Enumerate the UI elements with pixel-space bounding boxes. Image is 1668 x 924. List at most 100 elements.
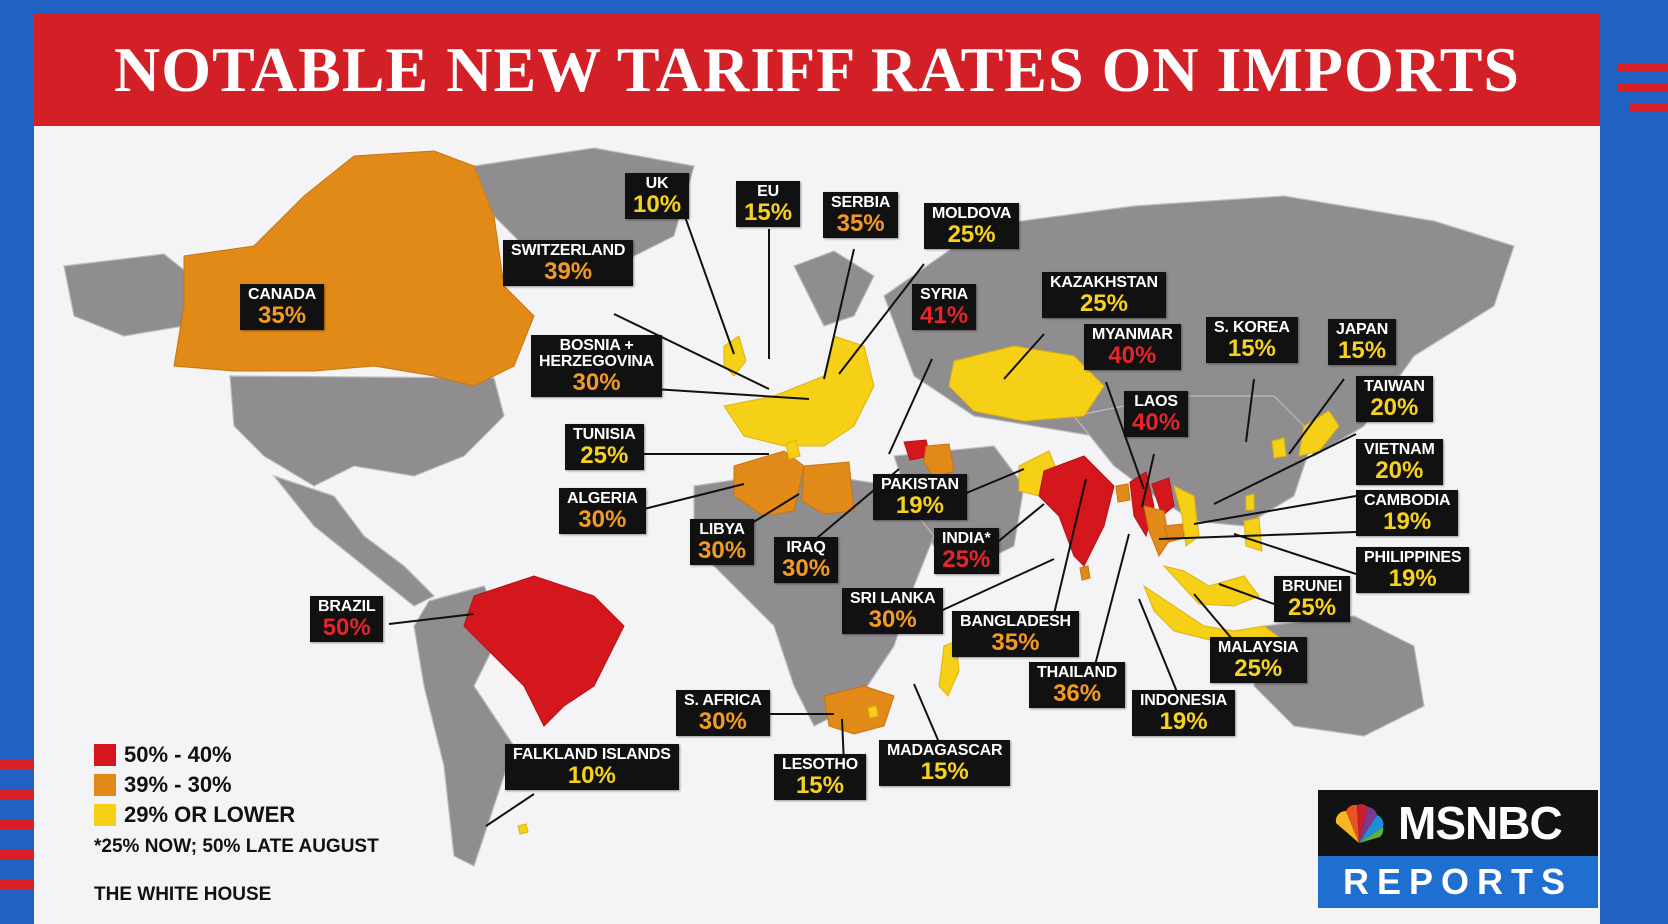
region-thailand (1143, 505, 1170, 558)
land-usa (229, 375, 505, 487)
leader-pakistan (963, 468, 1025, 495)
legend-swatch-mid (94, 774, 116, 796)
leader-syria (888, 358, 933, 455)
label-laos: LAOS 40% (1124, 391, 1189, 437)
leader-japan (1288, 378, 1345, 455)
decor-stripe (0, 760, 34, 769)
label-syria: SYRIA 41% (912, 284, 977, 330)
legend-label-mid: 39% - 30% (124, 772, 232, 797)
label-philippines: PHILIPPINES 19% (1356, 547, 1470, 593)
label-kazakhstan: KAZAKHSTAN 25% (1042, 272, 1166, 318)
peacock-icon (1335, 804, 1384, 843)
leader-philippines (1233, 533, 1357, 575)
label-moldova: MOLDOVA 25% (924, 203, 1020, 249)
land-mexico-central (272, 474, 436, 607)
leader-thailand (1093, 533, 1130, 670)
leader-bosnia (653, 388, 810, 400)
label-japan: JAPAN 15% (1328, 319, 1397, 365)
leader-uk (683, 213, 735, 355)
logo-top: MSNBC (1318, 790, 1598, 856)
leader-lines (388, 213, 1357, 827)
leader-brazil (388, 613, 475, 625)
label-uk: UK 10% (625, 173, 690, 219)
label-sri-lanka: SRI LANKA 30% (842, 588, 944, 634)
label-malaysia: MALAYSIA 25% (1210, 637, 1307, 683)
source-credit: THE WHITE HOUSE (94, 884, 272, 905)
label-libya: LIBYA 30% (690, 519, 755, 565)
leader-sri-lanka (933, 558, 1055, 615)
leader-brunei (1218, 583, 1275, 605)
region-tunisia (785, 439, 801, 460)
decor-stripe (0, 790, 34, 799)
legend-swatch-low (94, 804, 116, 826)
leader-moldova (838, 263, 925, 375)
label-thailand: THAILAND 36% (1029, 662, 1126, 708)
region-malaysia-brunei (1162, 565, 1260, 607)
land-scandinavia (793, 250, 875, 327)
legend-swatch-high (94, 744, 116, 766)
region-s-korea (1271, 437, 1287, 459)
decor-stripe (0, 880, 34, 889)
leader-laos (1141, 453, 1155, 508)
label-vietnam: VIETNAM 20% (1356, 439, 1443, 485)
region-japan (1298, 410, 1340, 457)
title-banner: NOTABLE NEW TARIFF RATES ON IMPORTS (34, 14, 1600, 126)
legend: 50% - 40% 39% - 30% 29% OR LOWER (94, 740, 295, 830)
decor-stripe (1630, 104, 1668, 112)
leader-serbia (823, 248, 855, 380)
label-myanmar: MYANMAR 40% (1084, 324, 1181, 370)
label-s-korea: S. KOREA 15% (1206, 317, 1298, 363)
label-madagascar: MADAGASCAR 15% (879, 740, 1011, 786)
leader-taiwan (1213, 433, 1357, 505)
leader-cambodia (1158, 531, 1357, 540)
region-laos (1151, 477, 1175, 517)
leader-algeria (643, 483, 745, 510)
label-falkland: FALKLAND ISLANDS 10% (505, 744, 679, 790)
leader-bangladesh (1053, 478, 1087, 615)
region-taiwan (1245, 493, 1255, 511)
logo-name: MSNBC (1398, 797, 1563, 849)
legend-label-high: 50% - 40% (124, 742, 232, 767)
region-india (1038, 455, 1115, 567)
legend-row-high: 50% - 40% (94, 740, 295, 770)
legend-label-low: 29% OR LOWER (124, 802, 296, 827)
leader-kazakhstan (1003, 333, 1045, 380)
leader-falkland (485, 793, 535, 827)
label-canada: CANADA 35% (240, 284, 325, 330)
label-tunisia: TUNISIA 25% (565, 424, 644, 470)
page-title: NOTABLE NEW TARIFF RATES ON IMPORTS (114, 34, 1520, 105)
label-s-africa: S. AFRICA 30% (676, 690, 770, 736)
decor-stripe (1618, 64, 1668, 72)
legend-row-low: 29% OR LOWER (94, 800, 295, 830)
region-vietnam (1173, 485, 1200, 547)
graphic-panel: NOTABLE NEW TARIFF RATES ON IMPORTS (34, 14, 1600, 924)
label-cambodia: CAMBODIA 19% (1356, 490, 1459, 536)
label-pakistan: PAKISTAN 19% (873, 474, 967, 520)
label-indonesia: INDONESIA 19% (1132, 690, 1236, 736)
label-serbia: SERBIA 35% (823, 192, 899, 238)
label-brazil: BRAZIL 50% (310, 596, 384, 642)
region-algeria (733, 450, 805, 517)
logo-show: REPORTS (1318, 856, 1598, 908)
label-brunei: BRUNEI 25% (1274, 576, 1351, 622)
label-bosnia: BOSNIA + HERZEGOVINA 30% (531, 335, 663, 397)
region-libya (801, 461, 855, 515)
label-bangladesh: BANGLADESH 35% (952, 611, 1079, 657)
leader-vietnam (1193, 495, 1357, 525)
msnbc-reports-logo: MSNBC REPORTS (1318, 790, 1598, 908)
leader-s-korea (1245, 378, 1255, 443)
region-uk (723, 335, 747, 377)
region-bangladesh (1115, 483, 1131, 503)
footnote: *25% NOW; 50% LATE AUGUST (94, 836, 379, 857)
label-iraq: IRAQ 30% (774, 537, 839, 583)
region-brazil (463, 575, 625, 727)
region-lesotho (867, 705, 879, 719)
label-eu: EU 15% (736, 181, 801, 227)
region-falkland (517, 823, 529, 835)
decor-stripe (1618, 84, 1668, 92)
legend-row-mid: 39% - 30% (94, 770, 295, 800)
decor-stripe (0, 850, 34, 859)
label-india: INDIA* 25% (934, 528, 999, 574)
leader-switzerland (613, 313, 770, 390)
